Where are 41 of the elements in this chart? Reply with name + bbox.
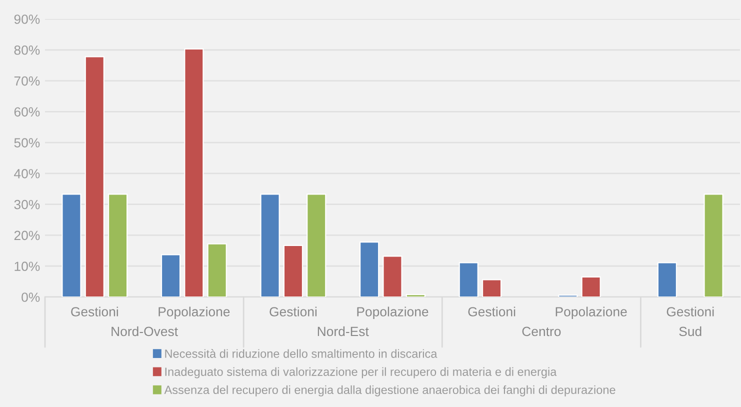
x-tick-label: Gestioni (71, 306, 118, 316)
text: Centro (522, 326, 561, 336)
bar (160, 254, 181, 297)
y-tick-label: 50% (14, 138, 40, 148)
bar (283, 244, 304, 297)
y-tick-label: 30% (14, 200, 40, 210)
x-tick-label: Gestioni (666, 306, 714, 316)
y-tick-label: 0% (22, 292, 40, 302)
bar (184, 48, 204, 297)
text: Sud (679, 326, 702, 336)
bar (306, 194, 326, 297)
y-tick-label: 90% (14, 14, 40, 24)
x-tick-label: Gestioni (270, 306, 317, 316)
y-tick-label: 20% (14, 230, 40, 240)
legend-label: Necessità di riduzione dello smaltimento in discarica (165, 349, 438, 358)
bar (207, 243, 227, 297)
bar (657, 262, 678, 297)
x-tick-label: Popolazione (357, 306, 428, 320)
bar (62, 194, 82, 297)
bar (108, 194, 128, 297)
bar (458, 262, 478, 297)
bar (360, 241, 380, 297)
legend-label: Inadeguato sistema di valorizzazione per il recupero di materia e di energia (165, 367, 557, 378)
y-tick-label: 70% (14, 76, 40, 86)
bar (704, 194, 724, 297)
text: Nord-Est (318, 326, 369, 336)
bar (581, 276, 601, 297)
legend-label: Assenza del recupero di energia dalla digestione anaerobica dei fanghi di depurazione (164, 385, 616, 396)
bar (382, 256, 402, 297)
x-tick-label: Popolazione (556, 306, 627, 320)
x-tick-label: Popolazione (158, 306, 230, 320)
y-tick-label: 60% (14, 107, 40, 117)
y-tick-label: 40% (14, 169, 40, 178)
x-tick-label: Gestioni (468, 306, 516, 316)
bar (260, 194, 280, 297)
y-tick-label: 80% (14, 45, 40, 55)
bar (406, 294, 426, 297)
bar (482, 279, 502, 297)
bar (84, 56, 104, 297)
text: Nord-Ovest (112, 326, 178, 336)
y-tick-label: 10% (14, 262, 40, 272)
